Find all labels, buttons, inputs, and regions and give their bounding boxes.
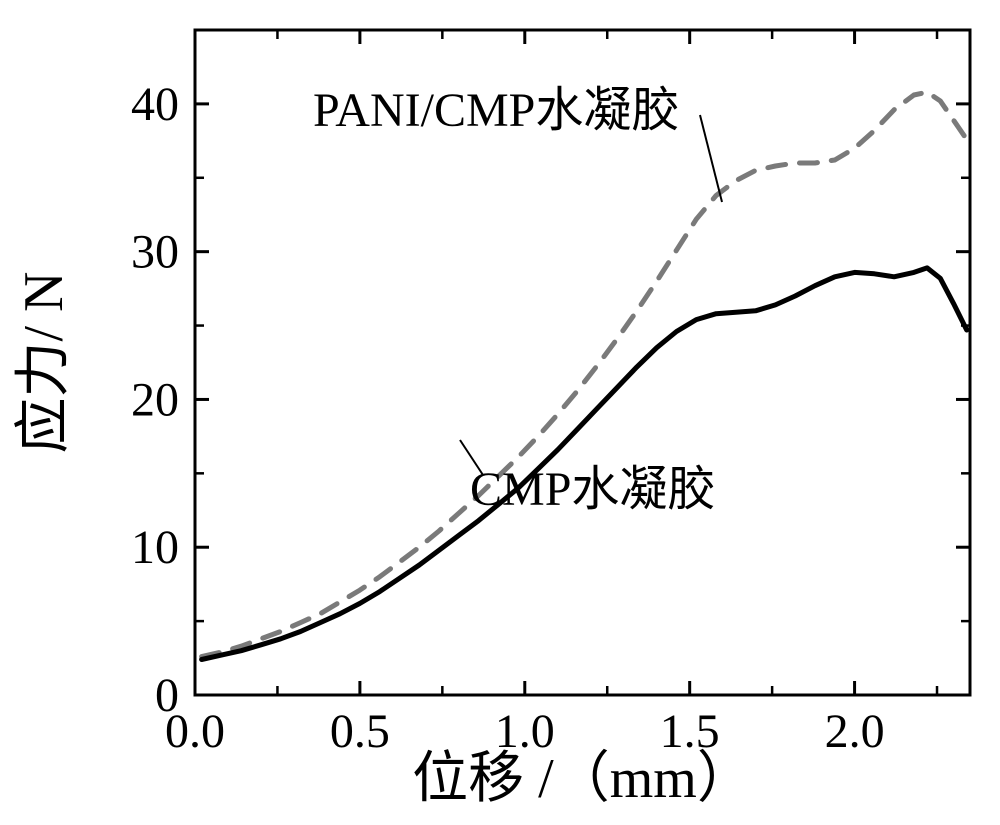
series-line-0 bbox=[202, 92, 967, 657]
x-tick-label: 0.5 bbox=[330, 705, 390, 758]
y-tick-label: 20 bbox=[131, 373, 179, 426]
annotation-label-0: PANI/CMP水凝胶 bbox=[313, 84, 679, 137]
annotation-leader-0 bbox=[700, 115, 722, 202]
y-tick-label: 0 bbox=[155, 669, 179, 722]
x-tick-label: 2.0 bbox=[825, 705, 885, 758]
annotation-label-1: CMP水凝胶 bbox=[470, 463, 715, 516]
y-tick-label: 40 bbox=[131, 78, 179, 131]
y-axis-label: 应力/ N bbox=[13, 272, 75, 454]
y-tick-label: 30 bbox=[131, 226, 179, 279]
chart-svg: 0.00.51.01.52.0010203040位移 /（mm）应力/ NPAN… bbox=[0, 0, 1000, 825]
x-axis-label: 位移 /（mm） bbox=[412, 748, 753, 810]
y-tick-label: 10 bbox=[131, 521, 179, 574]
force-displacement-chart: 0.00.51.01.52.0010203040位移 /（mm）应力/ NPAN… bbox=[0, 0, 1000, 825]
